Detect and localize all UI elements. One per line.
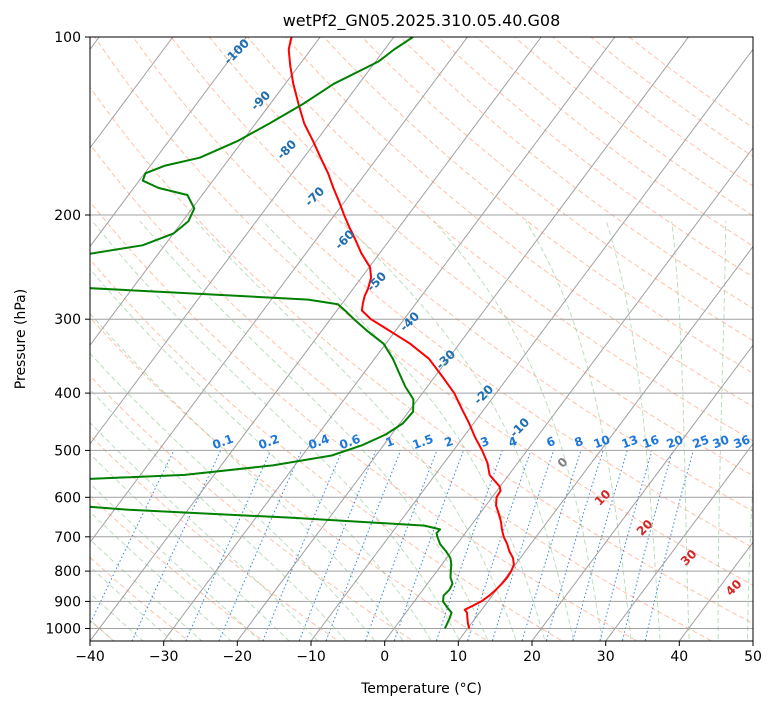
- moist-adiabat: [90, 453, 290, 641]
- y-tick-label: 100: [54, 30, 81, 46]
- dry-adiabat: [94, 37, 753, 586]
- chart-title: wetPf2_GN05.2025.310.05.40.G08: [283, 11, 561, 31]
- x-tick-label: 40: [670, 649, 688, 665]
- isotherm-line: [90, 37, 174, 149]
- y-tick-label: 200: [54, 208, 81, 224]
- isotherm-line: [236, 37, 689, 641]
- moist-adiabat: [90, 421, 319, 641]
- isotherm-line: [90, 37, 395, 445]
- moist-adiabat: [671, 221, 690, 641]
- y-tick-label: 800: [54, 564, 81, 580]
- series-layer: [90, 37, 515, 629]
- mixing-ratio-line: [262, 450, 343, 641]
- mixing-ratio-label: 10: [592, 432, 612, 451]
- y-tick-label: 300: [54, 312, 81, 328]
- y-axis-label: Pressure (hPa): [13, 289, 29, 389]
- x-tick-label: −30: [149, 649, 179, 665]
- dry-adiabat: [90, 201, 639, 641]
- x-tick-label: 20: [523, 649, 541, 665]
- mixing-ratio-label: 0.2: [256, 432, 281, 452]
- mixing-ratio-line: [90, 450, 175, 625]
- moist-adiabat: [195, 221, 518, 641]
- mixing-ratio-label: 0.4: [306, 432, 331, 452]
- mixing-ratio-label: 30: [711, 432, 731, 451]
- y-tick-label: 400: [54, 386, 81, 402]
- mixing-ratio-label: 1.5: [410, 432, 435, 452]
- mixing-ratio-line: [621, 450, 673, 641]
- isotherm-line: [90, 37, 542, 641]
- x-tick-label: 10: [449, 649, 467, 665]
- moist-adiabat: [139, 221, 489, 641]
- isotherm-line: [163, 37, 616, 641]
- mixing-ratio-label: 16: [641, 432, 661, 451]
- moist-adiabat: [92, 221, 461, 641]
- mixing-ratio-line: [298, 450, 377, 641]
- dry-adiabat: [247, 37, 753, 442]
- mixing-ratio-line: [466, 450, 532, 641]
- mixing-ratio-label: 20: [665, 432, 685, 451]
- mixing-ratio-label: 25: [691, 432, 711, 451]
- y-tick-label: 1000: [45, 622, 81, 638]
- dry-adiabat: [90, 258, 564, 641]
- mixing-ratio-line: [131, 450, 222, 641]
- mixing-ratio-label: 13: [620, 432, 640, 451]
- dewpoint-profile: [90, 37, 454, 629]
- isotherm-line: [90, 37, 468, 544]
- moist-adiabat: [262, 221, 546, 641]
- mixing-ratio-line: [572, 450, 628, 641]
- mixing-ratio-line: [599, 450, 653, 641]
- dry-adiabat: [90, 375, 414, 641]
- dry-adiabat: [285, 37, 753, 408]
- isotherm-line: [531, 344, 753, 641]
- dry-adiabat: [132, 37, 753, 549]
- x-axis: −40 −30 −20 −10 0 10 20 30 40 50: [75, 641, 762, 665]
- dry-adiabat: [90, 434, 340, 641]
- y-tick-label: 600: [54, 490, 81, 506]
- y-axis: 1000 900 800 700 600 500 400 300 200 100: [45, 30, 90, 638]
- dry-adiabat: [323, 37, 753, 374]
- moist-adiabat: [717, 221, 727, 641]
- mixing-ratio-line: [393, 450, 464, 641]
- mixing-ratio-line: [521, 450, 582, 641]
- isotherm-line: [457, 245, 753, 641]
- moist-adiabat: [525, 221, 632, 641]
- mixing-ratio-line: [644, 450, 694, 641]
- moist-adiabat: [90, 268, 432, 641]
- isotherm-line: [90, 37, 247, 248]
- x-tick-label: 50: [744, 649, 762, 665]
- x-tick-label: −20: [223, 649, 253, 665]
- moist-adiabat: [342, 221, 575, 641]
- mixing-ratio-line: [545, 450, 604, 641]
- mixing-ratio-line: [491, 450, 555, 641]
- mixing-ratio-label: 0.6: [337, 432, 362, 452]
- dry-adiabat: [90, 86, 753, 625]
- moist-adiabat: [90, 565, 174, 641]
- x-tick-label: −10: [296, 649, 326, 665]
- x-tick-label: −40: [75, 649, 105, 665]
- moist-adiabat: [605, 221, 661, 641]
- moist-adiabat: [433, 221, 603, 641]
- isotherm-line: [310, 48, 753, 641]
- x-axis-label: Temperature (°C): [360, 681, 482, 697]
- temperature-profile: [287, 37, 515, 629]
- plot-frame: [89, 36, 754, 642]
- isotherm-line: [605, 442, 753, 641]
- x-tick-label: 0: [380, 649, 389, 665]
- moist-adiabat: [90, 592, 144, 641]
- y-tick-label: 500: [54, 443, 81, 459]
- y-tick-label: 900: [54, 594, 81, 610]
- mixing-ratio-label: 36: [732, 432, 752, 451]
- moist-adiabat: [90, 312, 404, 641]
- x-tick-label: 30: [597, 649, 615, 665]
- mixing-ratio-line: [435, 450, 503, 641]
- moist-adiabat: [90, 352, 376, 641]
- isotherm-line: [384, 147, 753, 641]
- mixing-ratio-label: 0.1: [210, 432, 235, 452]
- y-tick-label: 700: [54, 530, 81, 546]
- dry-adiabat: [170, 37, 753, 512]
- dry-adiabat: [90, 556, 190, 641]
